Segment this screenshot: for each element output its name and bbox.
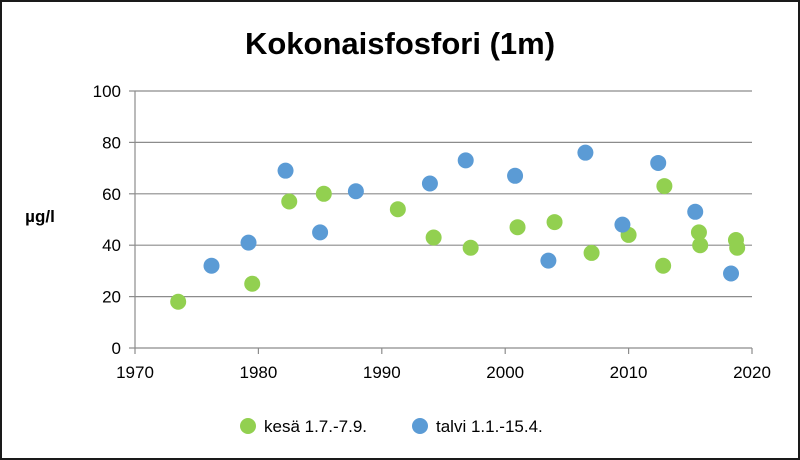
data-point — [315, 185, 332, 202]
data-point — [457, 152, 474, 169]
y-tick-label: 20 — [102, 288, 121, 307]
data-point — [723, 265, 740, 282]
data-point — [656, 178, 673, 195]
data-point — [170, 293, 187, 310]
y-tick-labels: 0 20 40 60 80 100 — [93, 82, 121, 358]
data-point — [347, 183, 364, 200]
y-tick-label: 100 — [93, 82, 121, 101]
legend: kesä 1.7.-7.9. talvi 1.1.-15.4. — [240, 417, 543, 436]
y-tick-label: 0 — [112, 339, 121, 358]
data-point — [203, 257, 220, 274]
data-point — [425, 229, 442, 246]
data-point — [650, 154, 667, 171]
data-point — [244, 275, 261, 292]
data-point — [509, 219, 526, 236]
data-point — [655, 257, 672, 274]
data-point — [312, 224, 329, 241]
x-tick-label: 1980 — [239, 363, 277, 382]
x-tick-label: 1990 — [363, 363, 401, 382]
x-tick-labels: 1970 1980 1990 2000 2010 2020 — [116, 363, 771, 382]
data-point — [690, 224, 707, 241]
legend-marker — [240, 418, 256, 434]
data-point — [240, 234, 257, 251]
axes — [129, 90, 753, 354]
data-point — [462, 239, 479, 256]
data-points — [170, 144, 746, 310]
legend-label: talvi 1.1.-15.4. — [436, 417, 543, 436]
x-tick-label: 2010 — [610, 363, 648, 382]
data-point — [729, 239, 746, 256]
legend-label: kesä 1.7.-7.9. — [264, 417, 367, 436]
gridlines — [135, 90, 752, 298]
data-point — [614, 216, 631, 233]
data-point — [389, 201, 406, 218]
y-tick-label: 80 — [102, 133, 121, 152]
data-point — [692, 237, 709, 254]
data-point — [583, 244, 600, 261]
x-tick-label: 2000 — [486, 363, 524, 382]
data-point — [687, 203, 704, 220]
data-point — [421, 175, 438, 192]
data-point — [281, 193, 298, 210]
x-tick-label: 1970 — [116, 363, 154, 382]
data-point — [577, 144, 594, 161]
data-point — [546, 214, 563, 231]
y-tick-label: 40 — [102, 236, 121, 255]
data-point — [507, 167, 524, 184]
data-point — [540, 252, 557, 269]
y-tick-label: 60 — [102, 185, 121, 204]
data-point — [277, 162, 294, 179]
legend-marker — [412, 418, 428, 434]
chart-title: Kokonaisfosfori (1m) — [245, 26, 555, 61]
x-tick-label: 2020 — [733, 363, 771, 382]
y-axis-label: µg/l — [25, 207, 55, 226]
